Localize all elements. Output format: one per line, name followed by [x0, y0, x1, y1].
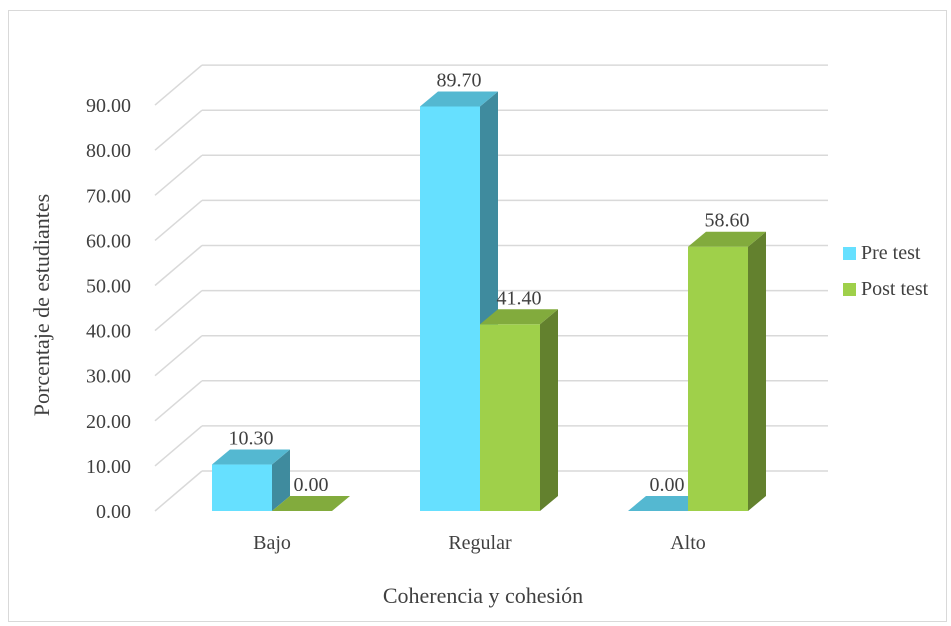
x-tick-label: Bajo	[253, 532, 291, 554]
data-label: 89.70	[437, 69, 482, 91]
legend: Pre test Post test	[843, 242, 929, 300]
legend-item: Pre test	[843, 242, 921, 264]
bar	[628, 496, 706, 511]
bar-top	[480, 309, 558, 325]
bar-top	[212, 449, 290, 465]
y-tick-label: 0.00	[96, 501, 131, 523]
data-label: 10.30	[229, 428, 274, 450]
bar-top	[272, 496, 350, 511]
y-tick-label: 30.00	[86, 366, 131, 388]
y-tick-label: 10.00	[86, 456, 131, 478]
bar	[688, 231, 766, 512]
data-label: 41.40	[497, 287, 542, 309]
y-tick-label: 50.00	[86, 276, 131, 298]
bar-front	[212, 464, 272, 511]
gridline-diagonal	[154, 154, 203, 196]
bar-side	[748, 231, 766, 512]
data-label: 0.00	[650, 474, 685, 496]
y-axis-ticks: 0.00 10.00 20.00 30.00 40.00 50.00 60.00 70.00 8…	[86, 95, 131, 523]
bars	[212, 91, 766, 512]
x-tick-label: Alto	[670, 532, 706, 554]
bar-side	[272, 449, 290, 511]
legend-item: Post test	[843, 278, 929, 300]
data-label: 0.00	[294, 474, 329, 496]
legend-label: Post test	[861, 278, 929, 300]
gridline-diagonal	[154, 290, 203, 332]
legend-swatch	[843, 283, 856, 296]
bar-chart: 0.00 10.00 20.00 30.00 40.00 50.00 60.00 70.00 8…	[29, 64, 929, 608]
gridline-diagonal	[154, 470, 203, 512]
y-tick-label: 90.00	[86, 95, 131, 117]
bar-top	[628, 496, 706, 511]
bar-front	[420, 106, 480, 511]
bar	[272, 496, 350, 511]
legend-swatch	[843, 247, 856, 260]
legend-label: Pre test	[861, 242, 921, 264]
y-tick-label: 40.00	[86, 321, 131, 343]
gridline-diagonal	[154, 380, 203, 422]
y-tick-label: 70.00	[86, 185, 131, 207]
y-tick-label: 20.00	[86, 411, 131, 433]
chart-area: 0.00 10.00 20.00 30.00 40.00 50.00 60.00 70.00 8…	[8, 10, 947, 622]
gridline-diagonal	[154, 199, 203, 241]
bar	[480, 309, 558, 511]
y-tick-label: 60.00	[86, 230, 131, 252]
bar-side	[540, 309, 558, 511]
data-label: 58.60	[705, 210, 750, 232]
bar-front	[480, 324, 540, 511]
data-labels: 10.30 0.00 89.70 41.40 0.00 58.60	[229, 69, 750, 496]
gridline-diagonal	[154, 425, 203, 467]
bar-top	[420, 91, 498, 107]
x-axis-categories: Bajo Regular Alto	[253, 532, 706, 554]
gridline-diagonal	[154, 64, 203, 106]
x-tick-label: Regular	[448, 532, 512, 554]
bar-top	[688, 231, 766, 247]
y-axis-title: Porcentaje de estudiantes	[29, 194, 54, 416]
bar-front	[688, 246, 748, 512]
bar	[212, 449, 290, 511]
gridline-diagonal	[154, 244, 203, 287]
gridline-diagonal	[154, 335, 203, 377]
y-tick-label: 80.00	[86, 140, 131, 162]
x-axis-title: Coherencia y cohesión	[383, 583, 583, 608]
gridline-diagonal	[154, 109, 203, 151]
